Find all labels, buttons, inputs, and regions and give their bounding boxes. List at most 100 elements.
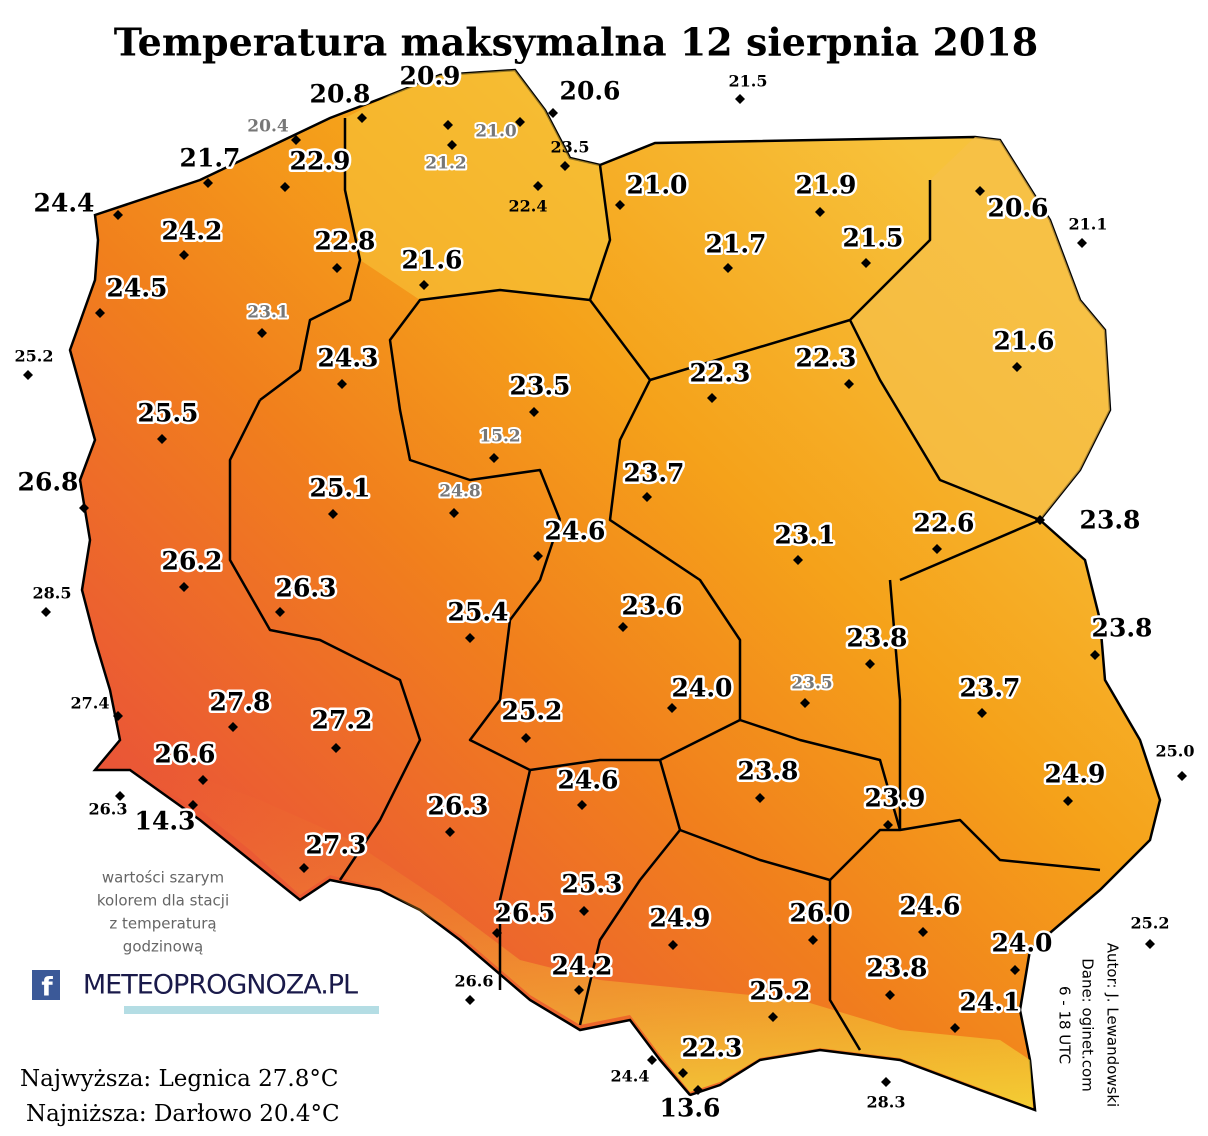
station-value: 23.8: [1092, 614, 1153, 643]
station-value: 24.9: [1045, 760, 1106, 789]
credit: Dane: oginet.com: [1079, 958, 1097, 1092]
station-marker: [793, 555, 803, 565]
station-marker: [291, 135, 301, 145]
record-low: Najniższa: Darłowo 20.4°C: [26, 1101, 340, 1127]
station-value: 23.8: [738, 757, 799, 786]
station-value: 26.5: [495, 899, 556, 928]
station-marker: [932, 544, 942, 554]
station-marker: [115, 791, 125, 801]
station-marker: [755, 793, 765, 803]
station-marker: [865, 659, 875, 669]
station-value: 23.5: [791, 674, 832, 694]
station-value: 24.5: [107, 274, 168, 303]
station-marker: [577, 800, 587, 810]
station-value: 24.9: [650, 904, 711, 933]
station-marker: [885, 990, 895, 1000]
station-marker: [465, 995, 475, 1005]
credit: 6 - 18 UTC: [1056, 986, 1074, 1064]
station-marker: [179, 250, 189, 260]
station-marker: [95, 308, 105, 318]
station-value: 23.8: [1080, 506, 1141, 535]
station-value: 20.8: [310, 80, 371, 109]
station-marker: [1145, 939, 1155, 949]
station-value: 24.3: [318, 344, 379, 373]
note-line: z temperaturą: [109, 915, 216, 933]
station-value: 23.5: [551, 138, 590, 157]
station-value: 26.3: [428, 792, 489, 821]
station-value: 21.6: [402, 246, 463, 275]
station-value: 26.6: [155, 740, 216, 769]
station-value: 26.2: [162, 547, 223, 576]
station-marker: [419, 280, 429, 290]
station-marker: [299, 863, 309, 873]
station-value: 25.4: [448, 598, 509, 627]
station-marker: [515, 117, 525, 127]
station-value: 27.4: [71, 694, 110, 713]
station-marker: [533, 551, 543, 561]
station-marker: [157, 434, 167, 444]
station-marker: [579, 906, 589, 916]
station-value: 24.6: [545, 517, 606, 546]
station-marker: [574, 985, 584, 995]
station-marker: [198, 775, 208, 785]
logo-icon-bg: [32, 970, 60, 1000]
station-marker: [328, 509, 338, 519]
station-value: 23.5: [510, 372, 571, 401]
logo-icon: f: [41, 973, 53, 1003]
station-value: 20.6: [988, 194, 1049, 223]
station-value: 13.6: [660, 1094, 721, 1123]
station-marker: [533, 181, 543, 191]
station-value: 22.4: [509, 197, 548, 216]
station-marker: [257, 328, 267, 338]
station-marker: [618, 622, 628, 632]
station-value: 25.2: [502, 697, 563, 726]
logo-stripe: [124, 1006, 379, 1014]
station-value: 26.3: [276, 574, 337, 603]
station-value: 15.2: [479, 427, 520, 447]
station-value: 25.3: [562, 870, 623, 899]
station-marker: [489, 453, 499, 463]
note-line: godzinową: [123, 938, 203, 956]
station-value: 21.7: [180, 144, 241, 173]
station-value: 26.3: [89, 800, 128, 819]
station-value: 14.3: [135, 807, 196, 836]
station-value: 24.4: [611, 1067, 650, 1086]
station-marker: [883, 820, 893, 830]
station-marker: [918, 927, 928, 937]
station-marker: [203, 178, 213, 188]
station-marker: [331, 743, 341, 753]
station-value: 25.1: [310, 474, 371, 503]
station-marker: [521, 733, 531, 743]
station-value: 24.0: [992, 929, 1053, 958]
station-value: 22.8: [315, 227, 376, 256]
station-marker: [678, 1068, 688, 1078]
station-marker: [228, 722, 238, 732]
station-value: 21.0: [627, 171, 688, 200]
logo: f METEOPROGNOZA.PL: [32, 970, 379, 1014]
record-high: Najwyższa: Legnica 27.8°C: [20, 1066, 338, 1092]
station-marker: [615, 200, 625, 210]
station-value: 24.8: [439, 482, 480, 502]
station-marker: [447, 140, 457, 150]
station-marker: [707, 393, 717, 403]
station-marker: [768, 1012, 778, 1022]
station-value: 25.2: [1131, 914, 1170, 933]
station-marker: [41, 607, 51, 617]
station-marker: [735, 94, 745, 104]
station-value: 26.0: [790, 899, 851, 928]
credit: Autor: J. Lewandowski: [1104, 943, 1122, 1107]
station-value: 21.9: [796, 171, 857, 200]
station-value: 25.0: [1156, 742, 1195, 761]
station-value: 26.6: [455, 972, 494, 991]
station-value: 24.0: [672, 674, 733, 703]
station-value: 27.8: [210, 688, 271, 717]
station-value: 20.6: [560, 77, 621, 106]
station-value: 25.5: [138, 399, 199, 428]
note-line: wartości szarym: [102, 869, 224, 887]
station-marker: [693, 1085, 703, 1095]
station-value: 21.5: [843, 224, 904, 253]
station-value: 28.5: [33, 584, 72, 603]
station-value: 24.2: [552, 952, 613, 981]
station-value: 24.6: [900, 892, 961, 921]
station-value: 23.6: [622, 592, 683, 621]
